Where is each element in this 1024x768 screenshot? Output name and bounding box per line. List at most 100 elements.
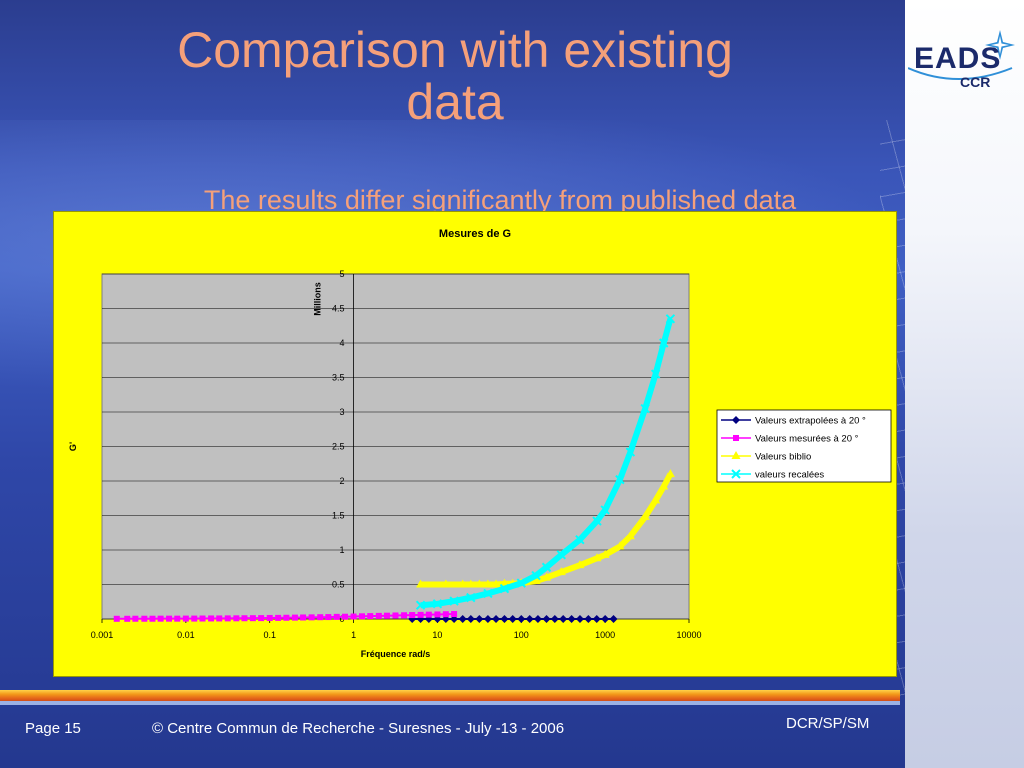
data-point-series-1 [466,615,475,623]
x-tick-label: 0.01 [177,630,195,640]
data-point-series-1 [508,615,517,623]
data-point-series-2 [266,614,273,621]
logo-sub-text: CCR [960,74,991,90]
data-point-series-2 [182,615,189,622]
data-point-series-2 [291,614,298,621]
legend-label: Valeurs mesurées à 20 ° [755,434,859,445]
y-tick-label: 3.5 [332,373,345,383]
data-point-series-3 [491,579,501,588]
data-point-series-2 [308,614,315,621]
x-tick-label: 1000 [595,630,615,640]
logo-brand-text: EADS [914,42,1002,75]
data-point-series-4 [592,516,602,526]
data-point-series-3 [458,579,468,588]
data-point-series-4 [499,583,510,594]
data-point-series-2 [451,611,458,618]
data-point-series-2 [325,614,332,621]
data-point-series-2 [249,615,256,622]
data-point-series-1 [492,615,501,623]
data-point-series-2 [317,614,324,621]
data-point-series-1 [584,615,593,623]
data-point-series-4 [483,588,493,599]
data-point-series-2 [341,613,348,620]
data-point-series-2 [149,615,156,622]
x-tick-label: 1 [351,630,356,640]
data-point-series-1 [559,615,568,623]
data-point-series-3 [665,469,675,478]
eads-logo: EADS CCR [907,28,1018,98]
data-point-series-2 [216,615,223,622]
chart-area: Mesures de G00.511.522.533.544.550.0010.… [53,211,897,677]
data-point-series-1 [500,615,509,623]
data-point-series-2 [199,615,206,622]
y-tick-label: 4 [340,338,345,348]
data-point-series-3 [556,567,566,576]
data-point-series-2 [132,615,139,622]
data-point-series-1 [550,615,559,623]
legend-marker [731,469,741,479]
y-tick-label: 1.5 [332,511,345,521]
data-point-series-2 [166,615,173,622]
right-panel [905,0,1024,768]
data-point-series-1 [567,615,576,623]
data-point-series-2 [113,615,120,622]
chart-title: Mesures de G [439,228,511,240]
legend-label: Valeurs extrapolées à 20 ° [755,416,866,427]
data-point-series-4 [415,600,426,610]
data-point-series-2 [367,613,374,620]
data-point-series-3 [575,560,585,569]
data-point-series-4 [665,314,676,324]
y-tick-label: 3 [340,407,345,417]
y-tick-label: 0.5 [332,580,345,590]
data-point-series-4 [575,534,585,545]
data-point-series-2 [258,615,265,622]
data-point-series-3 [659,481,669,490]
data-point-series-2 [409,612,416,619]
data-point-series-4 [600,505,610,515]
x-tick-label: 0.1 [263,630,276,640]
x-tick-label: 10 [432,630,442,640]
data-point-series-3 [466,579,476,588]
data-point-series-2 [275,614,282,621]
y-tick-label: 2 [340,476,345,486]
data-point-series-1 [525,615,534,623]
x-tick-label: 10000 [676,630,701,640]
data-point-series-2 [350,613,357,620]
x-tick-label: 100 [514,630,529,640]
data-point-series-2 [417,611,424,618]
data-point-series-4 [466,592,476,603]
data-point-series-4 [615,474,625,485]
data-point-series-2 [333,613,340,620]
footer-department: DCR/SP/SM [786,715,870,732]
data-point-series-2 [375,612,382,619]
data-point-series-3 [640,511,650,520]
data-point-series-1 [475,615,484,623]
data-point-series-1 [542,615,551,623]
data-point-series-4 [556,550,567,560]
series-line-3 [420,472,674,588]
footer-gradient-bar [0,690,900,702]
data-point-series-3 [625,531,635,540]
data-point-series-2 [401,612,408,619]
data-point-series-2 [124,615,131,622]
data-point-series-2 [383,612,390,619]
data-point-series-2 [174,615,181,622]
data-point-series-3 [542,572,552,581]
slide-title-line-2: data [406,74,504,130]
data-point-series-2 [191,615,198,622]
data-point-series-2 [233,615,240,622]
data-point-series-3 [651,495,661,504]
legend-label: valeurs recalées [755,470,824,481]
data-point-series-1 [609,615,618,623]
data-point-series-2 [425,611,432,618]
x-axis-label: Fréquence rad/s [361,649,431,659]
y-axis-label: G' [68,442,78,451]
data-point-series-4 [650,369,661,379]
y-unit-label: Millions [313,282,323,316]
slide-title: Comparison with existing data [100,24,810,128]
data-point-series-2 [241,615,248,622]
data-point-series-2 [442,611,449,618]
data-point-series-2 [283,614,290,621]
footer-divider [0,701,900,705]
data-point-series-1 [575,615,584,623]
